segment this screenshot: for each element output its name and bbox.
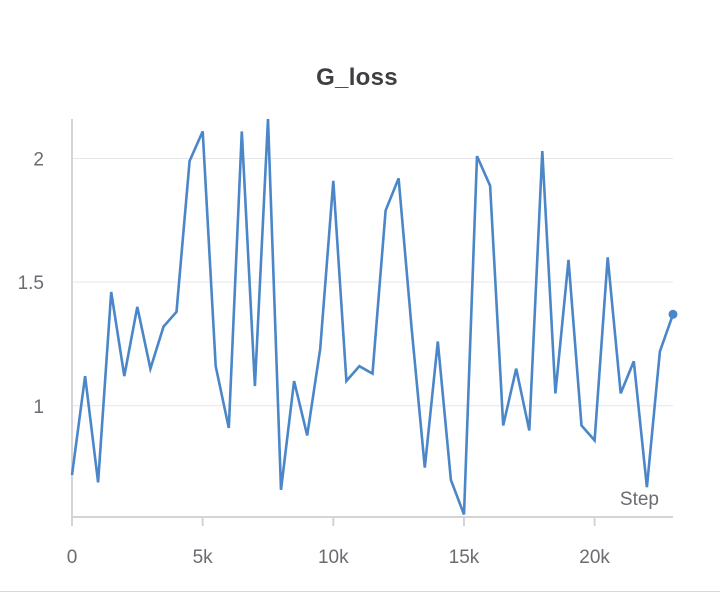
series-line-0[interactable] [70, 118, 675, 515]
grid-lines [72, 158, 673, 407]
x-tick-label: 0 [67, 547, 78, 568]
series-end-point[interactable] [668, 309, 678, 319]
chart-title: G_loss [316, 64, 398, 91]
x-tick-label: 20k [579, 547, 610, 568]
x-axis-label: Step [620, 489, 659, 510]
axes [71, 119, 673, 518]
series-layer [70, 118, 678, 515]
x-ticks: 0 5k 10k 15k 20k [67, 517, 610, 568]
y-ticks: 11.52 [18, 150, 44, 418]
y-tick-label: 1.5 [18, 273, 44, 294]
x-tick-label: 5k [193, 547, 214, 568]
x-tick-label: 15k [449, 547, 480, 568]
y-tick-label: 2 [33, 150, 44, 171]
y-tick-label: 1 [33, 397, 44, 418]
x-tick-label: 10k [318, 547, 349, 568]
bottom-divider [0, 591, 720, 592]
